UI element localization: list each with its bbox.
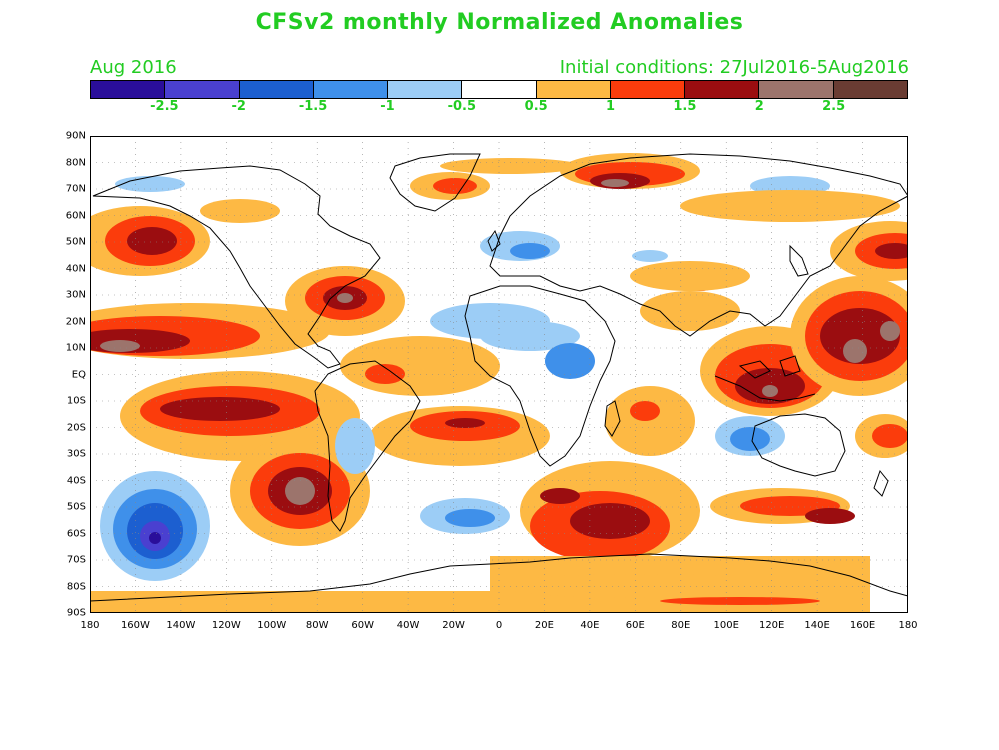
colorbar-swatch [462,81,537,98]
latitude-label: 50N [65,236,86,248]
colorbar-tick-label: 1 [606,99,616,114]
colorbar-tick-label: 1.5 [673,99,697,114]
colorbar-tick-label: 2 [754,99,764,114]
colorbar-tick-label: 0.5 [524,99,548,114]
latitude-label: 30S [66,448,86,460]
colorbar-swatch [610,81,686,98]
latitude-label: 60N [65,210,86,221]
latitude-label: 90S [66,607,86,619]
latitude-label: 60S [66,528,86,539]
longitude-label: 180 [898,620,918,631]
longitude-label: 100W [257,620,287,631]
longitude-label: 120E [758,620,785,631]
latitude-label: EQ [71,369,86,380]
colorbar-swatch [388,81,463,98]
longitude-label: 40W [396,620,420,631]
latitude-label: 40N [65,263,86,274]
colorbar-swatch [536,81,611,98]
longitude-label: 40E [580,620,600,631]
latitude-label: 20S [66,422,86,433]
longitude-label: 120W [211,620,241,631]
valid-month: Aug 2016 [90,57,177,78]
latitude-label: 80S [66,581,86,592]
longitude-label: 140E [804,620,830,631]
latitude-label: 30N [65,289,86,301]
latitude-label: 70N [65,183,86,195]
latitude-label: 10N [65,342,86,354]
longitude-label: 80W [305,620,329,631]
latitude-label: 40S [66,475,86,486]
colorbar-tick-label: -2.5 [150,99,179,114]
colorbar-tick-label: -1 [380,99,395,114]
longitude-label: 160E [849,620,876,631]
colorbar-swatch [759,81,834,98]
longitude-label: 20E [534,620,554,631]
colorbar-swatch [685,81,760,98]
colorbar-swatch [239,81,314,98]
latitude-label: 80N [65,157,86,168]
coastlines [90,153,908,602]
longitude-label: 80E [671,620,691,631]
longitude-label: 140W [166,620,196,631]
latitude-label: 90N [65,130,86,142]
colorbar [90,80,908,99]
colorbar-tick-label: -1.5 [298,99,328,114]
colorbar-swatch [313,81,389,98]
longitude-label: 60W [351,620,374,631]
longitude-label: 160W [120,620,150,631]
latitude-label: 20N [65,316,86,327]
longitude-label: 100E [713,620,739,631]
colorbar-tick-label: -2 [231,99,246,114]
colorbar-tick-label: -0.5 [447,99,477,114]
longitude-label: 0 [495,620,503,631]
latitude-label: 10S [66,395,86,407]
longitude-label: 180 [80,620,100,631]
map-frame [90,136,908,613]
longitude-label: 60E [625,620,645,631]
latitude-label: 50S [66,501,86,513]
colorbar-tick-label: 2.5 [822,99,846,114]
anomaly-map [90,136,908,613]
initial-conditions: Initial conditions: 27Jul2016-5Aug2016 [559,57,909,78]
longitude-label: 20W [442,620,465,631]
latitude-label: 70S [66,554,86,566]
colorbar-swatch [165,81,240,98]
colorbar-swatch [833,81,907,98]
colorbar-swatch [91,81,166,98]
map-title: CFSv2 monthly Normalized Anomalies [255,10,744,35]
